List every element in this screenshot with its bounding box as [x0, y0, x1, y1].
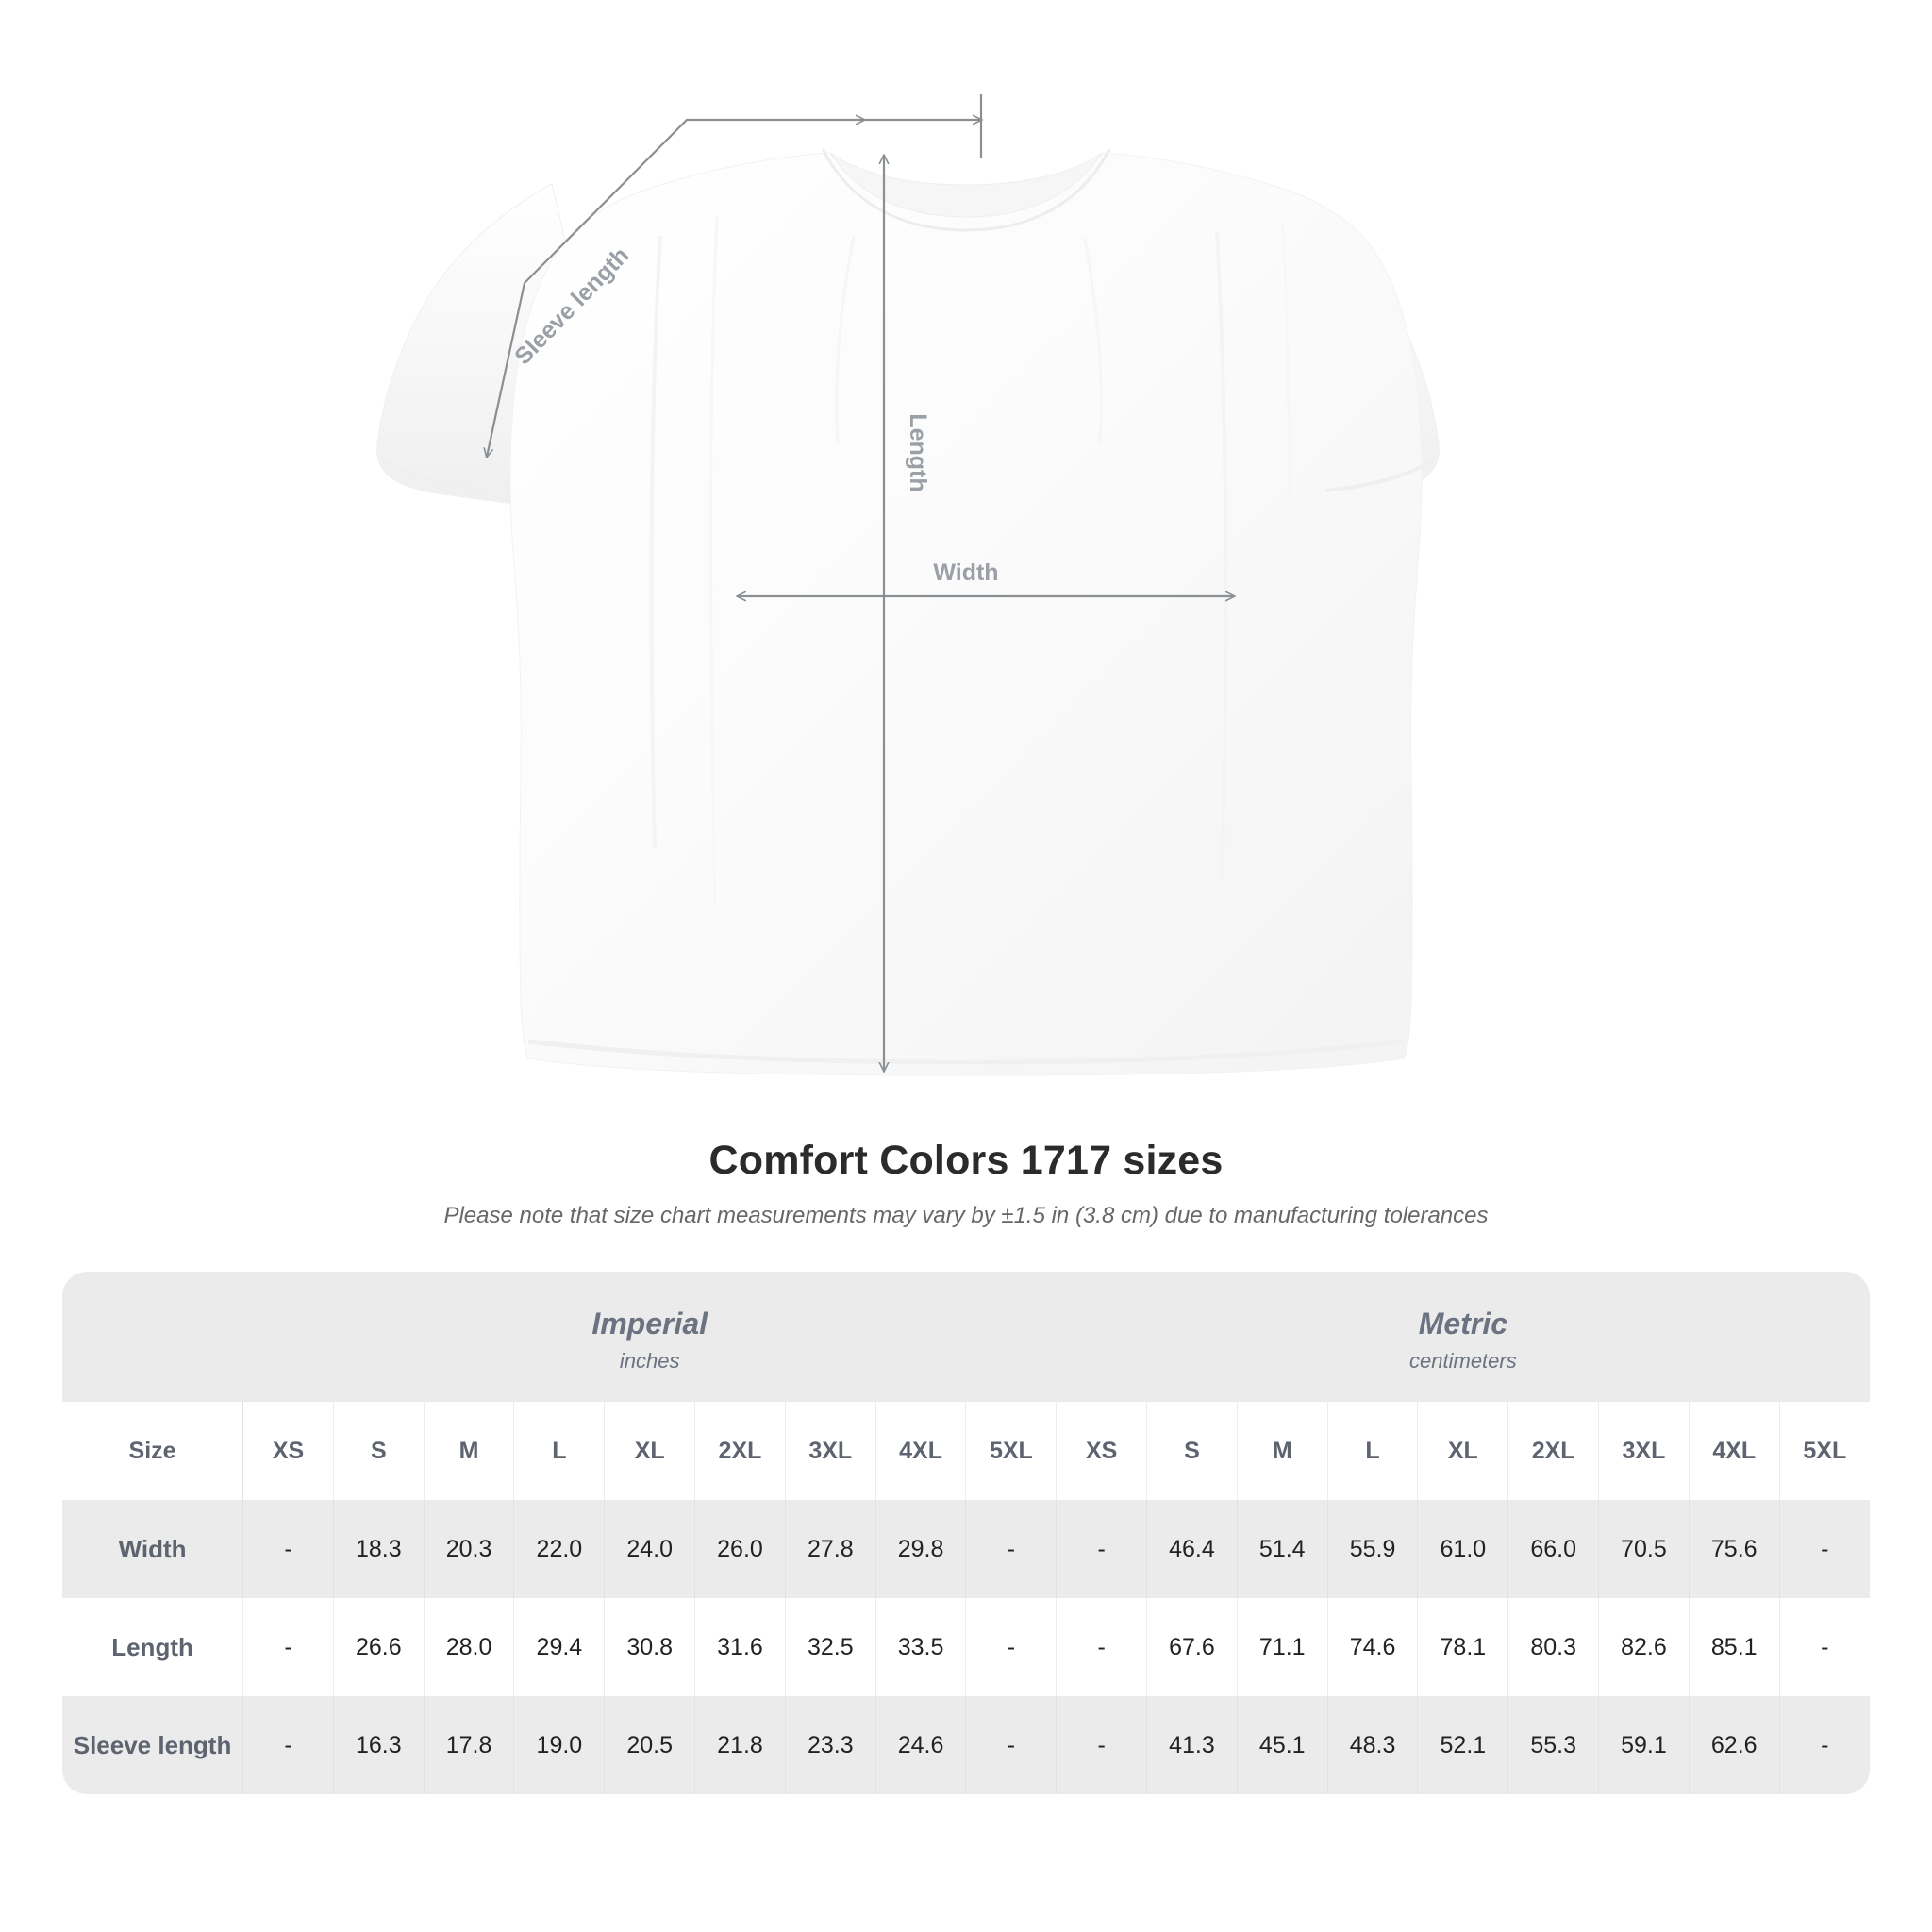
- cell-metric-width-l: 55.9: [1327, 1500, 1419, 1598]
- cell-imperial-width-l: 22.0: [513, 1500, 606, 1598]
- cell-imperial-width-2xl: 26.0: [694, 1500, 786, 1598]
- unit-row-spacer: [62, 1272, 243, 1402]
- cell-imperial-sleeve-length-2xl: 21.8: [694, 1696, 786, 1794]
- cell-imperial-width-m: 20.3: [424, 1500, 515, 1598]
- unit-system-name: Imperial: [591, 1306, 708, 1341]
- title-block: Comfort Colors 1717 sizes Please note th…: [0, 1137, 1932, 1230]
- cell-imperial-sleeve-length-s: 16.3: [333, 1696, 425, 1794]
- cell-metric-width-3xl: 70.5: [1598, 1500, 1690, 1598]
- cell-imperial-sleeve-length-xs: -: [242, 1696, 334, 1794]
- row-label-sleeve-length: Sleeve length: [62, 1696, 244, 1794]
- table-row: Length -26.6 28.0 29.4 30.8 31.6 32.5 33.5- -67.…: [62, 1598, 1870, 1696]
- tshirt-garment: [376, 148, 1440, 1076]
- row-label-width: Width: [62, 1500, 244, 1598]
- unit-system-unit: centimeters: [1409, 1348, 1517, 1373]
- cell-imperial-width-xl: 24.0: [604, 1500, 696, 1598]
- cell-metric-sleeve-length-2xl: 55.3: [1507, 1696, 1600, 1794]
- cell-metric-sleeve-length-xs: -: [1056, 1696, 1148, 1794]
- column-header-metric-4xl: 4XL: [1689, 1402, 1780, 1500]
- column-header-metric-3xl: 3XL: [1598, 1402, 1690, 1500]
- size-chart-table: Imperial inches Metric centimeters Size XS S M L…: [62, 1272, 1870, 1794]
- cell-metric-length-l: 74.6: [1327, 1598, 1419, 1696]
- unit-system-unit: inches: [619, 1348, 680, 1373]
- sleeve-length-arrow: [487, 120, 864, 457]
- column-header-imperial-m: M: [424, 1402, 515, 1500]
- cell-imperial-sleeve-length-l: 19.0: [513, 1696, 606, 1794]
- cell-imperial-sleeve-length-4xl: 24.6: [875, 1696, 967, 1794]
- column-header-imperial-xl: XL: [604, 1402, 696, 1500]
- tshirt-diagram-svg: Sleeve length Length Width: [376, 94, 1440, 1076]
- column-header-imperial-4xl: 4XL: [875, 1402, 967, 1500]
- page-title: Comfort Colors 1717 sizes: [708, 1138, 1224, 1183]
- column-header-metric-s: S: [1146, 1402, 1238, 1500]
- cell-imperial-width-3xl: 27.8: [785, 1500, 876, 1598]
- cell-metric-width-s: 46.4: [1146, 1500, 1238, 1598]
- cell-imperial-sleeve-length-m: 17.8: [424, 1696, 515, 1794]
- cell-metric-sleeve-length-m: 45.1: [1237, 1696, 1328, 1794]
- cell-imperial-sleeve-length-5xl: -: [965, 1696, 1058, 1794]
- column-header-imperial-3xl: 3XL: [785, 1402, 876, 1500]
- cell-metric-width-2xl: 66.0: [1507, 1500, 1600, 1598]
- cell-metric-length-xs: -: [1056, 1598, 1148, 1696]
- cell-imperial-width-s: 18.3: [333, 1500, 425, 1598]
- cell-imperial-length-m: 28.0: [424, 1598, 515, 1696]
- cell-imperial-length-3xl: 32.5: [785, 1598, 876, 1696]
- cell-metric-sleeve-length-l: 48.3: [1327, 1696, 1419, 1794]
- column-header-metric-xs: XS: [1056, 1402, 1148, 1500]
- unit-system-imperial: Imperial inches: [242, 1272, 1057, 1402]
- page-subtitle: Please note that size chart measurements…: [443, 1202, 1489, 1228]
- cell-metric-sleeve-length-5xl: -: [1779, 1696, 1870, 1794]
- cell-metric-length-2xl: 80.3: [1507, 1598, 1600, 1696]
- unit-system-metric: Metric centimeters: [1056, 1272, 1870, 1402]
- cell-imperial-width-xs: -: [242, 1500, 334, 1598]
- unit-system-row: Imperial inches Metric centimeters: [62, 1272, 1870, 1402]
- cell-metric-length-4xl: 85.1: [1689, 1598, 1780, 1696]
- cell-imperial-sleeve-length-3xl: 23.3: [785, 1696, 876, 1794]
- cell-imperial-sleeve-length-xl: 20.5: [604, 1696, 696, 1794]
- column-header-imperial-xs: XS: [242, 1402, 334, 1500]
- cell-imperial-length-xl: 30.8: [604, 1598, 696, 1696]
- size-chart-container: Imperial inches Metric centimeters Size XS S M L…: [62, 1272, 1870, 1794]
- column-header-imperial-l: L: [513, 1402, 606, 1500]
- length-label: Length: [905, 413, 931, 491]
- cell-imperial-length-s: 26.6: [333, 1598, 425, 1696]
- width-label: Width: [933, 559, 998, 586]
- table-row: Sleeve length -16.3 17.8 19.0 20.5 21.8 23.3 24…: [62, 1696, 1870, 1794]
- cell-metric-sleeve-length-3xl: 59.1: [1598, 1696, 1690, 1794]
- cell-metric-length-m: 71.1: [1237, 1598, 1328, 1696]
- size-header-row: Size XS S M L XL 2XL 3XL 4XL 5XL XS S M L XL 2XL 3XL 4XL 5…: [62, 1402, 1870, 1500]
- column-header-imperial-s: S: [333, 1402, 425, 1500]
- unit-system-name: Metric: [1418, 1306, 1507, 1341]
- cell-metric-width-4xl: 75.6: [1689, 1500, 1780, 1598]
- cell-imperial-width-4xl: 29.8: [875, 1500, 967, 1598]
- table-row: Width -18.3 20.3 22.0 24.0 26.0 27.8 29.8- -46.4…: [62, 1500, 1870, 1598]
- cell-imperial-length-5xl: -: [965, 1598, 1058, 1696]
- column-header-imperial-5xl: 5XL: [965, 1402, 1058, 1500]
- cell-metric-sleeve-length-4xl: 62.6: [1689, 1696, 1780, 1794]
- row-label-length: Length: [62, 1598, 244, 1696]
- cell-metric-sleeve-length-xl: 52.1: [1417, 1696, 1509, 1794]
- cell-metric-sleeve-length-s: 41.3: [1146, 1696, 1238, 1794]
- column-header-imperial-2xl: 2XL: [694, 1402, 786, 1500]
- tshirt-illustration: Sleeve length Length Width: [376, 94, 1440, 1076]
- cell-metric-length-xl: 78.1: [1417, 1598, 1509, 1696]
- cell-metric-width-xs: -: [1056, 1500, 1148, 1598]
- cell-metric-width-xl: 61.0: [1417, 1500, 1509, 1598]
- cell-metric-length-5xl: -: [1779, 1598, 1870, 1696]
- cell-metric-length-s: 67.6: [1146, 1598, 1238, 1696]
- cell-imperial-length-4xl: 33.5: [875, 1598, 967, 1696]
- column-header-metric-xl: XL: [1417, 1402, 1509, 1500]
- column-header-size: Size: [62, 1402, 244, 1500]
- column-header-metric-5xl: 5XL: [1779, 1402, 1870, 1500]
- column-header-metric-m: M: [1237, 1402, 1328, 1500]
- cell-metric-width-5xl: -: [1779, 1500, 1870, 1598]
- cell-imperial-width-5xl: -: [965, 1500, 1058, 1598]
- cell-metric-width-m: 51.4: [1237, 1500, 1328, 1598]
- column-header-metric-l: L: [1327, 1402, 1419, 1500]
- cell-imperial-length-2xl: 31.6: [694, 1598, 786, 1696]
- cell-imperial-length-xs: -: [242, 1598, 334, 1696]
- cell-imperial-length-l: 29.4: [513, 1598, 606, 1696]
- column-header-metric-2xl: 2XL: [1507, 1402, 1600, 1500]
- cell-metric-length-3xl: 82.6: [1598, 1598, 1690, 1696]
